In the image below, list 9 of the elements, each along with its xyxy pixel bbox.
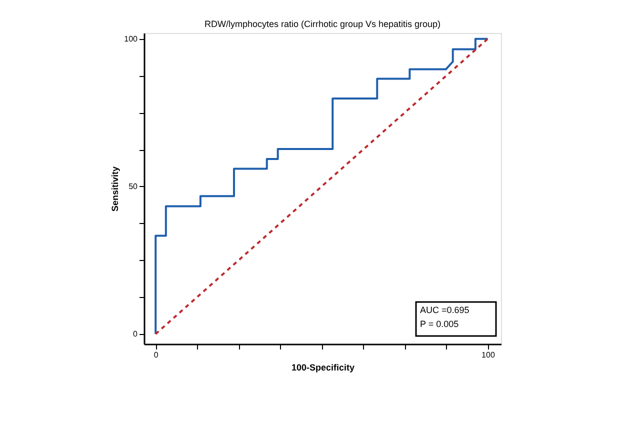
chart-title: RDW/lymphocytes ratio (Cirrhotic group Vs hepatitis group) — [204, 19, 441, 29]
line-series — [154, 38, 489, 335]
annotation: AUC =0.695 — [420, 305, 470, 315]
y-tick-label: 100 — [124, 34, 138, 44]
y-tick-label: 50 — [128, 182, 138, 191]
x-axis-title: 100-Specificity — [291, 362, 355, 372]
y-tick-label: 0 — [133, 329, 138, 338]
annotation: P = 0.005 — [420, 319, 459, 329]
y-axis-title: Sensitivity — [110, 166, 120, 212]
